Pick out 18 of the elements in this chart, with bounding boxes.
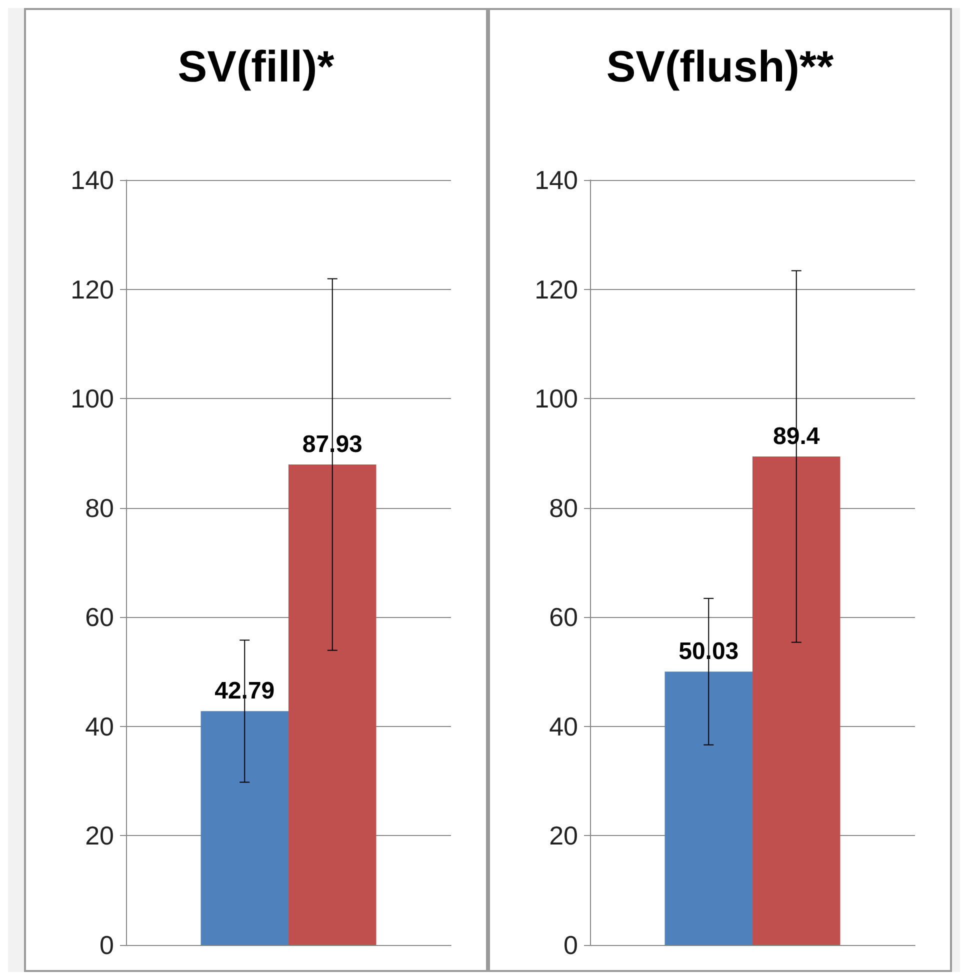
chart-title: SV(flush)**: [606, 42, 835, 92]
y-tick-label: 100: [534, 384, 578, 414]
y-tick-label: 100: [70, 384, 114, 414]
y-tick-label: 40: [549, 711, 578, 742]
y-tick-label: 60: [549, 602, 578, 632]
y-tick-label: 60: [85, 602, 114, 632]
y-tick-label: 0: [564, 930, 578, 960]
y-tick-label: 140: [534, 165, 578, 195]
y-tick-label: 40: [85, 711, 114, 742]
y-tick-label: 80: [549, 492, 578, 523]
chart-title: SV(fill)*: [178, 42, 336, 92]
y-tick-label: 0: [100, 930, 114, 960]
y-tick-label: 140: [70, 165, 114, 195]
y-tick-label: 20: [85, 820, 114, 851]
y-tick-label: 120: [70, 274, 114, 304]
y-tick-label: 20: [549, 820, 578, 851]
y-tick-label: 80: [85, 492, 114, 523]
y-tick-label: 120: [534, 274, 578, 304]
